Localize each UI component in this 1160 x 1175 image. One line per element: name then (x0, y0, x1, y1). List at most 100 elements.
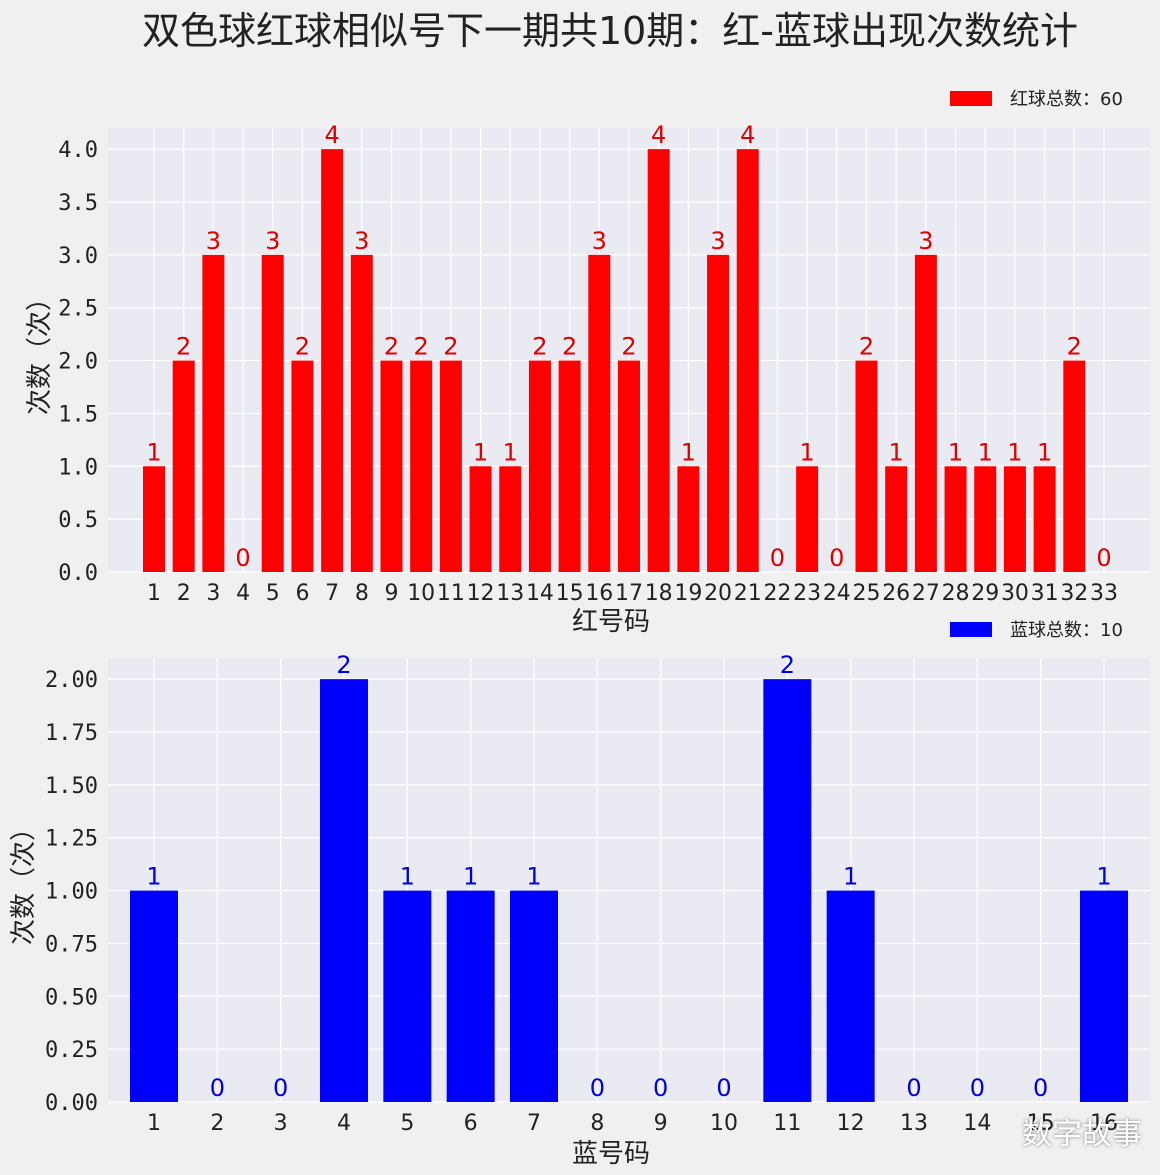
x-tick-label: 10 (710, 1111, 738, 1136)
watermark: 数字故事 (1022, 1117, 1142, 1152)
bar (618, 360, 640, 572)
y-tick-label: 0.00 (45, 1091, 98, 1116)
x-tick-label: 7 (527, 1111, 541, 1136)
bar-value-label: 3 (265, 227, 280, 255)
bar (510, 890, 558, 1102)
bar (707, 254, 730, 572)
x-tick-label: 22 (763, 581, 791, 606)
x-tick-label: 14 (526, 581, 554, 606)
y-tick-label: 4.0 (58, 138, 98, 163)
bar-value-label: 4 (740, 121, 755, 149)
y-tick-label: 1.0 (58, 455, 98, 480)
bar-value-label: 1 (503, 438, 518, 466)
bar-value-label: 3 (918, 227, 933, 255)
y-tick-label: 3.0 (58, 244, 98, 269)
bar (321, 149, 344, 572)
x-tick-label: 28 (942, 581, 970, 606)
x-tick-label: 1 (147, 1111, 161, 1136)
legend-swatch (950, 622, 992, 637)
bar-value-label: 1 (1037, 438, 1052, 466)
y-axis-label: 次数（次） (25, 285, 55, 415)
y-tick-label: 1.5 (58, 402, 98, 427)
bar-value-label: 0 (770, 544, 785, 572)
x-tick-label: 11 (437, 581, 465, 606)
bar-value-label: 1 (799, 438, 814, 466)
bar-value-label: 2 (443, 333, 458, 361)
bar-value-label: 0 (1033, 1074, 1048, 1102)
bar (1033, 466, 1056, 572)
bar (350, 254, 373, 572)
y-tick-label: 0.5 (58, 508, 98, 533)
bar (1063, 360, 1086, 572)
bar (261, 254, 284, 572)
x-tick-label: 30 (1001, 581, 1029, 606)
bar-value-label: 1 (681, 438, 696, 466)
bar-value-label: 3 (710, 227, 725, 255)
y-tick-label: 0.50 (45, 985, 98, 1010)
x-tick-label: 16 (1090, 1111, 1118, 1136)
bar-value-label: 1 (526, 863, 541, 891)
x-tick-label: 13 (900, 1111, 928, 1136)
x-tick-label: 16 (585, 581, 613, 606)
legend-label: 红球总数：60 (1010, 89, 1123, 110)
bar-value-label: 0 (653, 1074, 668, 1102)
y-tick-label: 1.50 (45, 774, 98, 799)
x-axis-label: 蓝号码 (572, 1139, 650, 1169)
blue-ball-chart: 0.000.250.500.751.001.251.501.752.001102… (9, 620, 1150, 1169)
bar-value-label: 2 (562, 333, 577, 361)
bar (202, 254, 225, 572)
x-axis-label: 红号码 (572, 607, 650, 637)
bar (383, 890, 432, 1102)
x-tick-label: 14 (963, 1111, 991, 1136)
x-tick-label: 5 (400, 1111, 414, 1136)
bar-value-label: 0 (1096, 544, 1111, 572)
x-tick-label: 25 (853, 581, 881, 606)
bar (320, 679, 368, 1102)
x-tick-label: 6 (295, 581, 309, 606)
y-tick-label: 2.0 (58, 350, 98, 375)
x-tick-label: 31 (1031, 581, 1059, 606)
bar-value-label: 1 (463, 863, 478, 891)
bar-value-label: 1 (843, 863, 858, 891)
x-tick-label: 13 (496, 581, 524, 606)
x-tick-label: 3 (206, 581, 220, 606)
x-tick-label: 26 (882, 581, 910, 606)
x-tick-label: 5 (266, 581, 280, 606)
bar-value-label: 2 (859, 333, 874, 361)
x-tick-label: 33 (1090, 581, 1118, 606)
y-axis-label: 次数（次） (9, 815, 39, 945)
x-tick-label: 4 (236, 581, 250, 606)
x-tick-label: 19 (674, 581, 702, 606)
x-tick-label: 24 (823, 581, 851, 606)
bar-value-label: 0 (970, 1074, 985, 1102)
x-tick-label: 32 (1060, 581, 1088, 606)
bar (439, 360, 462, 572)
bar (499, 466, 522, 572)
bar-value-label: 2 (384, 333, 399, 361)
bar-value-label: 1 (400, 863, 415, 891)
x-tick-label: 29 (971, 581, 999, 606)
bar-value-label: 3 (206, 227, 221, 255)
x-tick-label: 10 (407, 581, 435, 606)
bar-value-label: 3 (354, 227, 369, 255)
x-tick-label: 8 (590, 1111, 604, 1136)
y-tick-label: 3.5 (58, 191, 98, 216)
bar-value-label: 2 (336, 651, 351, 679)
bar-value-label: 2 (176, 333, 191, 361)
bar (796, 466, 819, 572)
bar (763, 679, 812, 1102)
x-tick-label: 12 (837, 1111, 865, 1136)
red-ball-chart: 0.00.51.01.52.02.53.03.54.01122330435264… (25, 89, 1150, 637)
bar-value-label: 1 (146, 438, 161, 466)
x-tick-label: 15 (1027, 1111, 1055, 1136)
x-tick-label: 17 (615, 581, 643, 606)
bar (826, 890, 875, 1102)
bar-value-label: 4 (324, 121, 339, 149)
x-tick-label: 9 (385, 581, 399, 606)
bar (914, 254, 937, 572)
legend-swatch (950, 91, 992, 106)
x-tick-label: 18 (645, 581, 673, 606)
x-tick-label: 23 (793, 581, 821, 606)
bar-value-label: 0 (590, 1074, 605, 1102)
x-tick-label: 20 (704, 581, 732, 606)
